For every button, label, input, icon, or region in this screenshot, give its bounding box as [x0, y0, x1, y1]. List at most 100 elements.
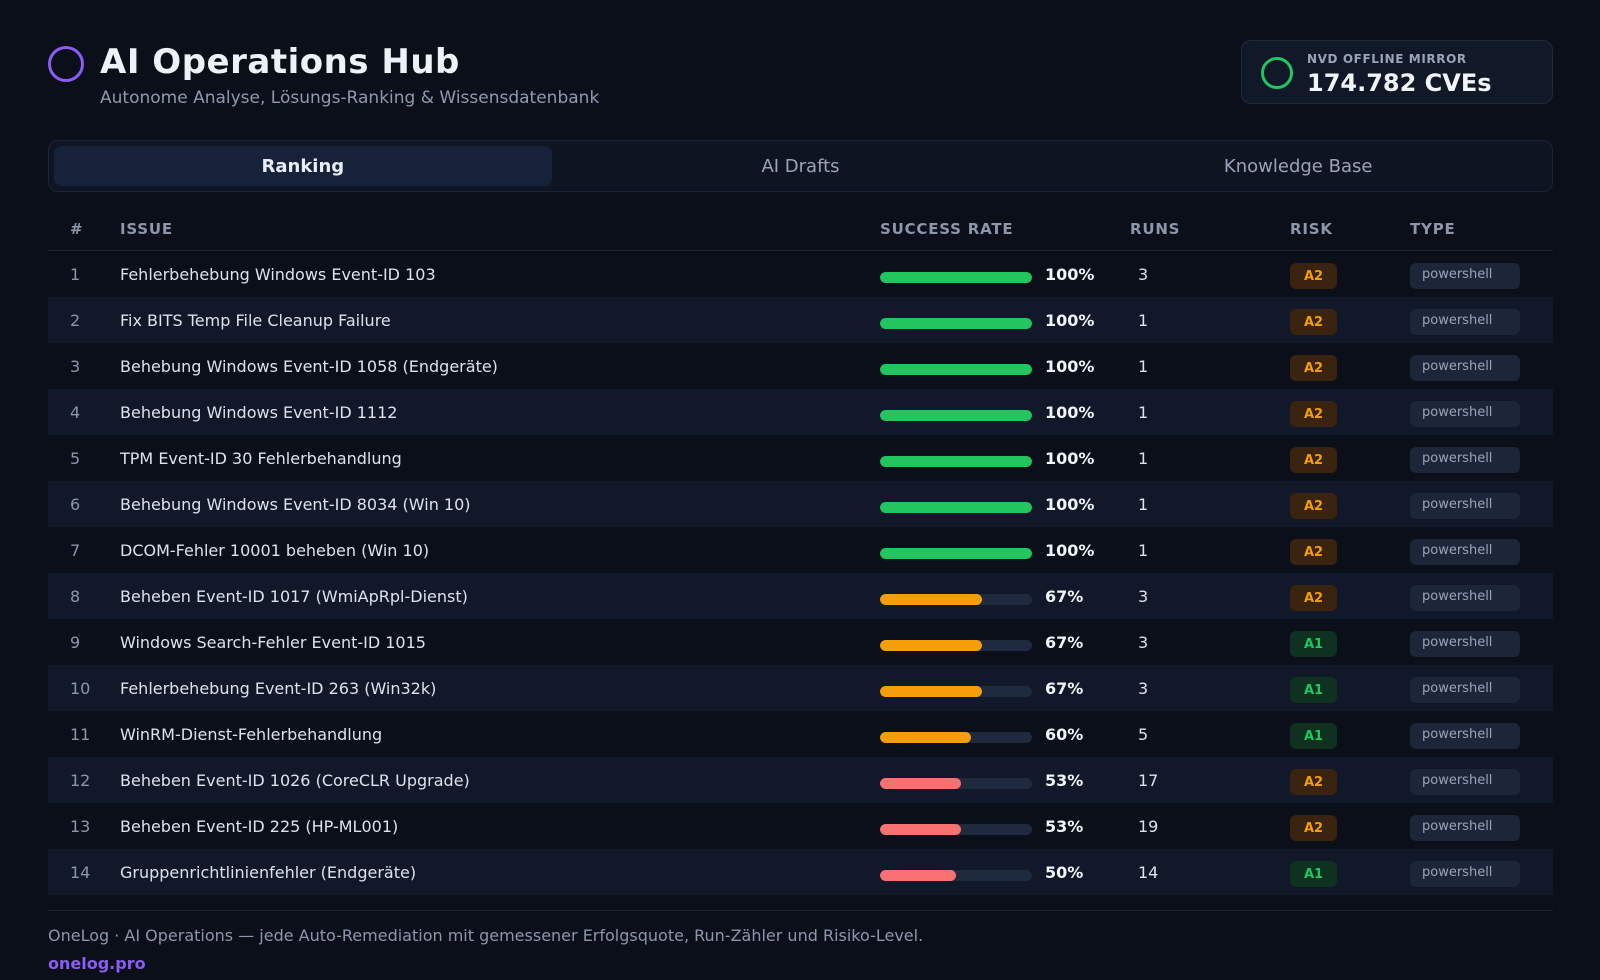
table-row[interactable]: 12 Beheben Event-ID 1026 (CoreCLR Upgrade… — [48, 757, 1553, 803]
success-rate-fill — [880, 548, 1032, 559]
logo-ring-icon — [48, 46, 84, 82]
header-risk[interactable]: RISK — [1290, 220, 1333, 238]
success-rate-bar — [880, 870, 1032, 881]
header-type[interactable]: TYPE — [1410, 220, 1456, 238]
success-rate-fill — [880, 272, 1032, 283]
page-subtitle: Autonome Analyse, Lösungs-Ranking & Wiss… — [100, 88, 600, 108]
table-row[interactable]: 4 Behebung Windows Event-ID 1112 100% 1 A2 po… — [48, 389, 1553, 435]
success-rate-fill — [880, 686, 982, 697]
issue-title[interactable]: Fehlerbehebung Windows Event-ID 103 — [120, 265, 436, 284]
header: AI Operations Hub Autonome Analyse, Lösu… — [48, 40, 1553, 110]
success-rate-value: 100% — [1045, 311, 1095, 330]
runs-count: 17 — [1138, 771, 1159, 790]
success-rate-value: 53% — [1045, 771, 1084, 790]
table-row[interactable]: 9 Windows Search-Fehler Event-ID 1015 67% 3… — [48, 619, 1553, 665]
success-rate-bar — [880, 778, 1032, 789]
type-badge: powershell — [1410, 309, 1520, 335]
issue-title[interactable]: DCOM-Fehler 10001 beheben (Win 10) — [120, 541, 430, 560]
runs-count: 1 — [1138, 311, 1149, 330]
risk-badge: A2 — [1290, 355, 1337, 381]
issue-title[interactable]: Fix BITS Temp File Cleanup Failure — [120, 311, 391, 330]
nvd-status-card: NVD OFFLINE MIRROR 174.782 CVEs — [1241, 40, 1553, 104]
success-rate-value: 100% — [1045, 541, 1095, 560]
success-rate-bar — [880, 502, 1032, 513]
table-row[interactable]: 2 Fix BITS Temp File Cleanup Failure 100% 1… — [48, 297, 1553, 343]
risk-badge: A1 — [1290, 861, 1337, 887]
success-rate-value: 67% — [1045, 633, 1084, 652]
table-row[interactable]: 10 Fehlerbehebung Event-ID 263 (Win32k) 67… — [48, 665, 1553, 711]
row-number: 5 — [70, 449, 81, 468]
footer-divider — [48, 910, 1553, 911]
success-rate-fill — [880, 824, 961, 835]
success-rate-value: 60% — [1045, 725, 1084, 744]
table-row[interactable]: 11 WinRM-Dienst-Fehlerbehandlung 60% 5 A1 pow… — [48, 711, 1553, 757]
header-num: # — [70, 220, 84, 238]
risk-badge: A2 — [1290, 309, 1337, 335]
table-row[interactable]: 13 Beheben Event-ID 225 (HP-ML001) 53% 19 A2… — [48, 803, 1553, 849]
risk-badge: A2 — [1290, 769, 1337, 795]
runs-count: 1 — [1138, 495, 1149, 514]
runs-count: 1 — [1138, 449, 1149, 468]
runs-count: 19 — [1138, 817, 1159, 836]
type-badge: powershell — [1410, 585, 1520, 611]
table-row[interactable]: 7 DCOM-Fehler 10001 beheben (Win 10) 100% 1… — [48, 527, 1553, 573]
row-number: 2 — [70, 311, 81, 330]
nvd-cve-count: 174.782 CVEs — [1307, 69, 1492, 97]
table-row[interactable]: 3 Behebung Windows Event-ID 1058 (Endgerä… — [48, 343, 1553, 389]
table-row[interactable]: 5 TPM Event-ID 30 Fehlerbehandlung 100% 1 A2… — [48, 435, 1553, 481]
issue-title[interactable]: Gruppenrichtlinienfehler (Endgeräte) — [120, 863, 417, 882]
success-rate-fill — [880, 778, 961, 789]
issue-title[interactable]: Behebung Windows Event-ID 8034 (Win 10) — [120, 495, 471, 514]
table-row[interactable]: 8 Beheben Event-ID 1017 (WmiApRpl-Dienst)… — [48, 573, 1553, 619]
success-rate-fill — [880, 870, 956, 881]
success-rate-bar — [880, 456, 1032, 467]
row-number: 3 — [70, 357, 81, 376]
tab-bar: Ranking AI Drafts Knowledge Base — [48, 140, 1553, 192]
issue-title[interactable]: Beheben Event-ID 225 (HP-ML001) — [120, 817, 399, 836]
issue-title[interactable]: TPM Event-ID 30 Fehlerbehandlung — [120, 449, 402, 468]
issue-title[interactable]: Beheben Event-ID 1017 (WmiApRpl-Dienst) — [120, 587, 468, 606]
table-row[interactable]: 1 Fehlerbehebung Windows Event-ID 103 100%… — [48, 251, 1553, 297]
header-issue[interactable]: ISSUE — [120, 220, 173, 238]
issue-title[interactable]: Windows Search-Fehler Event-ID 1015 — [120, 633, 426, 652]
row-number: 11 — [70, 725, 91, 744]
issue-title[interactable]: WinRM-Dienst-Fehlerbehandlung — [120, 725, 383, 744]
success-rate-value: 100% — [1045, 357, 1095, 376]
tab-ranking[interactable]: Ranking — [54, 146, 552, 186]
runs-count: 1 — [1138, 541, 1149, 560]
success-rate-bar — [880, 318, 1032, 329]
success-rate-bar — [880, 272, 1032, 283]
row-number: 12 — [70, 771, 91, 790]
tab-knowledge-base[interactable]: Knowledge Base — [1223, 155, 1373, 177]
success-rate-value: 67% — [1045, 679, 1084, 698]
issue-title[interactable]: Beheben Event-ID 1026 (CoreCLR Upgrade) — [120, 771, 470, 790]
success-rate-value: 67% — [1045, 587, 1084, 606]
table-row[interactable]: 6 Behebung Windows Event-ID 8034 (Win 10)… — [48, 481, 1553, 527]
risk-badge: A2 — [1290, 539, 1337, 565]
row-number: 7 — [70, 541, 81, 560]
runs-count: 1 — [1138, 403, 1149, 422]
risk-badge: A2 — [1290, 447, 1337, 473]
page-title: AI Operations Hub — [100, 42, 460, 82]
risk-badge: A2 — [1290, 401, 1337, 427]
row-number: 1 — [70, 265, 81, 284]
footer-link[interactable]: onelog.pro — [48, 954, 146, 973]
type-badge: powershell — [1410, 355, 1520, 381]
header-success-rate[interactable]: SUCCESS RATE — [880, 220, 1014, 238]
success-rate-fill — [880, 410, 1032, 421]
table-row[interactable]: 14 Gruppenrichtlinienfehler (Endgeräte) 50… — [48, 849, 1553, 895]
tab-ai-drafts[interactable]: AI Drafts — [761, 155, 840, 177]
issue-title[interactable]: Fehlerbehebung Event-ID 263 (Win32k) — [120, 679, 437, 698]
issue-title[interactable]: Behebung Windows Event-ID 1058 (Endgerät… — [120, 357, 498, 376]
header-runs[interactable]: RUNS — [1130, 220, 1181, 238]
risk-badge: A2 — [1290, 493, 1337, 519]
success-rate-bar — [880, 640, 1032, 651]
type-badge: powershell — [1410, 401, 1520, 427]
row-number: 10 — [70, 679, 91, 698]
row-number: 14 — [70, 863, 91, 882]
success-rate-bar — [880, 686, 1032, 697]
success-rate-value: 50% — [1045, 863, 1084, 882]
row-number: 6 — [70, 495, 81, 514]
issue-title[interactable]: Behebung Windows Event-ID 1112 — [120, 403, 398, 422]
